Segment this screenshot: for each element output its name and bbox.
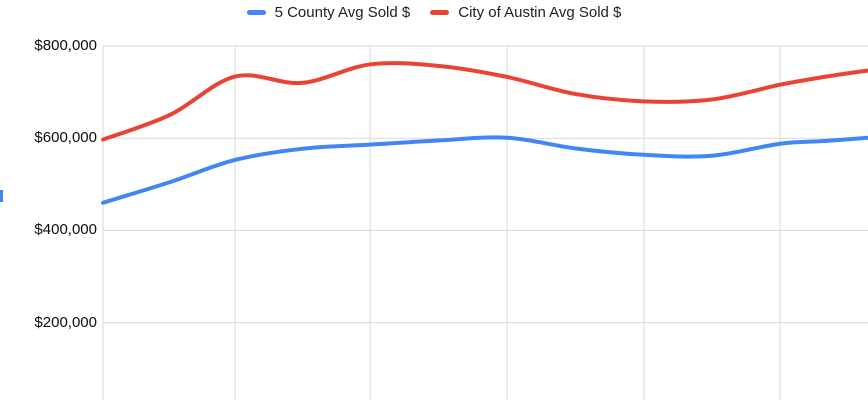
- series-swatch-red-icon: [430, 9, 450, 15]
- legend-item-5-county[interactable]: 5 County Avg Sold $: [246, 3, 411, 21]
- series-line-city-of-austin: [101, 61, 868, 142]
- legend-label-city-of-austin: City of Austin Avg Sold $: [458, 3, 622, 21]
- series-swatch-blue-icon: [246, 9, 266, 15]
- y-axis-tick-label: $600,000: [34, 129, 97, 147]
- series-line-5-county: [101, 135, 868, 205]
- legend-label-5-county: 5 County Avg Sold $: [274, 3, 411, 21]
- chart-legend: 5 County Avg Sold $ City of Austin Avg S…: [0, 2, 868, 22]
- y-axis-tick-label: $800,000: [34, 37, 97, 54]
- clipped-ui-fragment: [0, 190, 3, 202]
- legend-item-city-of-austin[interactable]: City of Austin Avg Sold $: [430, 4, 621, 21]
- y-axis-tick-label: $200,000: [34, 313, 97, 331]
- y-axis-tick-label: $400,000: [34, 221, 97, 239]
